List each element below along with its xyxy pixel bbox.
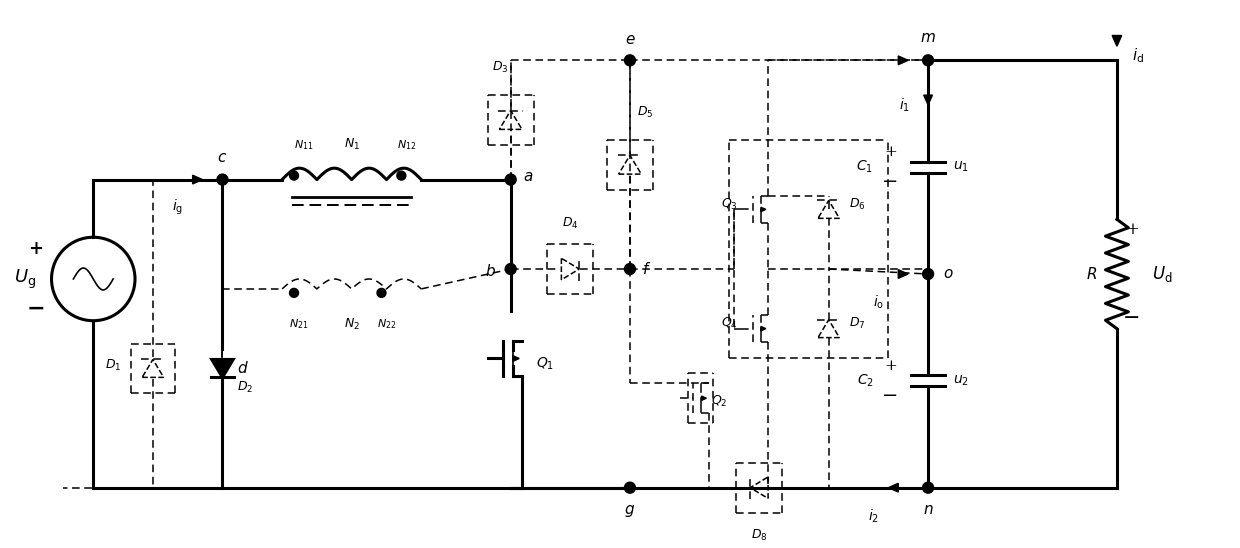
Circle shape	[290, 171, 299, 180]
Circle shape	[505, 264, 516, 275]
Text: $N_1$: $N_1$	[343, 136, 360, 152]
Text: $Q_2$: $Q_2$	[712, 393, 728, 409]
Text: $a$: $a$	[522, 169, 533, 184]
Text: $e$: $e$	[625, 33, 635, 48]
Circle shape	[923, 482, 934, 493]
Text: +: +	[884, 359, 897, 373]
Circle shape	[625, 482, 635, 493]
Text: $D_4$: $D_4$	[562, 216, 579, 231]
Polygon shape	[761, 207, 766, 212]
Text: $u_2$: $u_2$	[952, 374, 968, 388]
Circle shape	[923, 55, 934, 66]
Polygon shape	[192, 175, 202, 184]
Polygon shape	[702, 396, 707, 401]
Text: $g$: $g$	[625, 503, 635, 518]
Text: $Q_4$: $Q_4$	[720, 316, 738, 331]
Text: $C_2$: $C_2$	[857, 373, 873, 389]
Text: $D_6$: $D_6$	[848, 197, 866, 212]
Polygon shape	[898, 270, 908, 278]
Circle shape	[377, 288, 386, 298]
Text: $D_5$: $D_5$	[636, 105, 653, 120]
Text: $Q_1$: $Q_1$	[536, 355, 554, 372]
Text: $D_3$: $D_3$	[492, 60, 508, 75]
Text: $Q_3$: $Q_3$	[720, 197, 738, 212]
Text: $C_1$: $C_1$	[857, 159, 873, 175]
Text: −: −	[1123, 309, 1141, 328]
Text: $D_2$: $D_2$	[237, 380, 253, 396]
Text: $o$: $o$	[942, 267, 954, 281]
Circle shape	[625, 55, 635, 66]
Polygon shape	[888, 483, 898, 492]
Circle shape	[505, 174, 516, 185]
Text: $i_{\rm g}$: $i_{\rm g}$	[172, 197, 184, 217]
Text: $U_{\rm d}$: $U_{\rm d}$	[1152, 264, 1172, 284]
Text: $i_1$: $i_1$	[899, 96, 910, 114]
Text: $n$: $n$	[923, 503, 934, 517]
Text: $R$: $R$	[1086, 266, 1097, 282]
Text: $b$: $b$	[485, 263, 496, 279]
Text: $N_2$: $N_2$	[343, 317, 360, 332]
Text: $m$: $m$	[920, 31, 936, 45]
Text: $c$: $c$	[217, 151, 228, 165]
Circle shape	[923, 269, 934, 279]
Text: $N_{22}$: $N_{22}$	[377, 317, 396, 330]
Text: $D_1$: $D_1$	[104, 358, 122, 373]
Text: $u_1$: $u_1$	[952, 160, 968, 174]
Text: $d$: $d$	[237, 361, 249, 376]
Circle shape	[397, 171, 405, 180]
Circle shape	[290, 288, 299, 298]
Text: −: −	[882, 387, 899, 405]
Circle shape	[217, 174, 228, 185]
Polygon shape	[898, 56, 908, 65]
Polygon shape	[1112, 36, 1122, 46]
Text: $D_7$: $D_7$	[848, 316, 866, 331]
Text: +: +	[29, 240, 43, 258]
Text: −: −	[882, 173, 899, 191]
Text: $U_{\rm g}$: $U_{\rm g}$	[14, 267, 36, 290]
Text: $i_{\rm d}$: $i_{\rm d}$	[1132, 46, 1145, 65]
Polygon shape	[212, 359, 233, 378]
Text: $f$: $f$	[642, 261, 651, 277]
Text: −: −	[26, 298, 45, 320]
Circle shape	[625, 264, 635, 275]
Text: +: +	[1125, 221, 1138, 238]
Text: $N_{11}$: $N_{11}$	[294, 138, 314, 152]
Polygon shape	[761, 327, 766, 331]
Text: $D_8$: $D_8$	[751, 527, 768, 543]
Text: $N_{21}$: $N_{21}$	[289, 317, 309, 330]
Polygon shape	[513, 356, 520, 361]
Polygon shape	[924, 95, 932, 105]
Text: $i_{\rm o}$: $i_{\rm o}$	[873, 294, 884, 311]
Text: +: +	[884, 145, 897, 159]
Text: $N_{12}$: $N_{12}$	[397, 138, 417, 152]
Text: $i_2$: $i_2$	[868, 507, 879, 525]
